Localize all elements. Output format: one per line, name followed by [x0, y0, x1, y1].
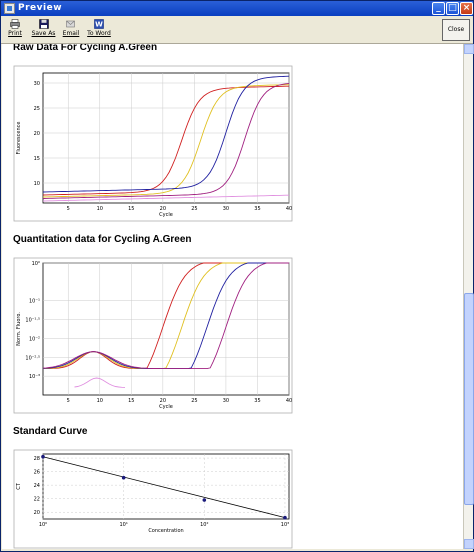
- y-tick-label: 24: [34, 483, 40, 489]
- print-label: Print: [8, 30, 22, 37]
- x-tick-label: 25: [191, 398, 197, 404]
- x-tick-label: 10: [97, 398, 103, 404]
- app-icon: [4, 3, 15, 14]
- x-axis-label: Cycle: [159, 404, 173, 410]
- y-tick-label: 10⁰: [32, 261, 40, 267]
- standard-point: [41, 454, 45, 459]
- scroll-thumb[interactable]: [464, 293, 474, 505]
- toolbar: Print Save As Email W To Word Close: [1, 16, 473, 44]
- maximize-button[interactable]: □: [446, 2, 459, 15]
- y-tick-label: 22: [34, 497, 40, 503]
- quantitation-title: Quantitation data for Cycling A.Green: [13, 234, 192, 245]
- standard-curve-plot: 10⁰ 10¹ 10² 10³ 20 22 24 26 28 Concentration CT: [13, 449, 293, 549]
- word-document-icon: W: [94, 19, 104, 29]
- fit-line: [42, 456, 286, 519]
- x-axis-label: Cycle: [159, 212, 173, 218]
- email-button[interactable]: Email: [62, 18, 80, 42]
- window-title: Preview: [18, 3, 63, 13]
- y-axis-label: CT: [16, 482, 22, 489]
- email-label: Email: [62, 30, 80, 37]
- standard-point: [283, 515, 287, 520]
- x-tick-label: 25: [191, 206, 197, 212]
- title-bar[interactable]: Preview _ □ ×: [1, 1, 473, 16]
- y-tick-label: 25: [34, 106, 40, 112]
- printer-icon: [10, 19, 20, 29]
- raw-data-chart: 5 10 15 20 25 30 35 40 10 15 20 25 30 Cycle Fluorescen…: [13, 65, 293, 222]
- x-tick-label: 10³: [281, 522, 289, 528]
- x-axis-label: Concentration: [148, 528, 183, 534]
- y-tick-label: 10⁻¹: [29, 299, 40, 305]
- x-tick-label: 10¹: [119, 522, 127, 528]
- raw-curve-line: [42, 194, 289, 202]
- close-window-button[interactable]: ×: [460, 2, 473, 15]
- raw-curve-line: [42, 75, 290, 193]
- raw-curve-line: [42, 82, 290, 199]
- y-tick-label: 10⁻³: [29, 374, 40, 380]
- to-word-label: To Word: [87, 30, 111, 37]
- standard-point: [202, 498, 207, 502]
- close-button[interactable]: Close: [442, 19, 470, 41]
- print-button[interactable]: Print: [7, 18, 23, 42]
- x-tick-label: 30: [223, 206, 229, 212]
- normalized-curve-line: [42, 262, 289, 370]
- raw-data-title: Raw Data For Cycling A.Green: [13, 44, 158, 53]
- y-axis-label: Norm. Fluoro.: [16, 312, 22, 346]
- y-tick-label: 10: [34, 181, 40, 187]
- y-tick-label: 15: [34, 156, 40, 162]
- raw-data-plot: 5 10 15 20 25 30 35 40 10 15 20 25 30 Cycle Fluorescen…: [13, 65, 293, 222]
- normalized-curve-line: [74, 377, 126, 388]
- save-as-button[interactable]: Save As: [30, 18, 57, 42]
- x-tick-label: 35: [254, 206, 260, 212]
- x-tick-label: 10²: [200, 522, 208, 528]
- y-tick-label: 20: [34, 131, 40, 137]
- report-content: Raw Data For Cycling A.Green 5 10 15 20 25 30…: [2, 44, 463, 549]
- y-tick-label: 30: [34, 81, 40, 87]
- scroll-down-button[interactable]: [464, 539, 474, 549]
- y-axis-label: Fluorescence: [16, 122, 22, 155]
- email-icon: [66, 20, 75, 28]
- y-tick-label: 26: [34, 470, 40, 476]
- x-tick-label: 40: [286, 398, 292, 404]
- y-tick-label: 28: [34, 456, 40, 462]
- x-tick-label: 20: [160, 206, 166, 212]
- x-tick-label: 15: [128, 398, 134, 404]
- x-tick-label: 10: [97, 206, 103, 212]
- x-tick-label: 5: [67, 398, 70, 404]
- x-tick-label: 30: [223, 398, 229, 404]
- plot-area: [42, 72, 290, 204]
- x-tick-label: 10⁰: [39, 522, 47, 528]
- to-word-button[interactable]: W To Word: [85, 18, 113, 42]
- x-tick-label: 5: [67, 206, 70, 212]
- x-tick-label: 20: [160, 398, 166, 404]
- vertical-scrollbar[interactable]: [463, 44, 474, 549]
- standard-curve-title: Standard Curve: [13, 426, 88, 437]
- standard-point: [121, 475, 126, 480]
- y-tick-label: 10⁻¹·⁵: [25, 318, 40, 324]
- quantitation-chart: 5 10 15 20 25 30 35 40 10⁰ 10⁻¹ 10⁻¹·⁵ 10⁻² 10⁻²·⁵ 10…: [13, 257, 293, 414]
- y-tick-label: 10⁻²: [29, 336, 40, 342]
- quantitation-plot: 5 10 15 20 25 30 35 40 10⁰ 10⁻¹ 10⁻¹·⁵ 10⁻² 10⁻²·⁵ 10…: [13, 257, 293, 414]
- y-tick-label: 10⁻²·⁵: [25, 355, 40, 361]
- y-tick-label: 20: [34, 510, 40, 516]
- save-as-label: Save As: [31, 30, 56, 37]
- scroll-up-button[interactable]: [464, 44, 474, 54]
- x-tick-label: 35: [254, 398, 260, 404]
- x-tick-label: 40: [286, 206, 292, 212]
- floppy-disk-icon: [38, 19, 49, 29]
- minimize-button[interactable]: _: [432, 2, 445, 15]
- plot-area: [42, 262, 290, 396]
- svg-text:W: W: [95, 21, 103, 29]
- standard-curve-chart: 10⁰ 10¹ 10² 10³ 20 22 24 26 28 Concentration CT: [13, 449, 293, 549]
- x-tick-label: 15: [128, 206, 134, 212]
- raw-curve-line: [42, 85, 289, 196]
